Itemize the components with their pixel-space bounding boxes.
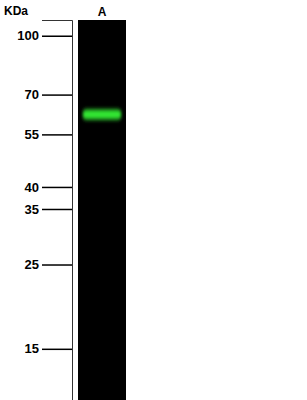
y-tick: 70 [25, 87, 72, 102]
y-tick-label: 100 [17, 28, 39, 43]
membrane-lane [78, 20, 126, 400]
y-tick-label: 55 [25, 127, 39, 142]
lane-axis: A [98, 5, 107, 19]
y-tick: 55 [25, 127, 72, 142]
y-tick: 35 [25, 202, 72, 217]
y-tick-line [42, 209, 72, 211]
y-tick-line [42, 134, 72, 136]
y-tick-line [42, 264, 72, 266]
band [83, 110, 122, 120]
y-tick-label: 15 [25, 341, 39, 356]
y-tick-line [42, 35, 72, 37]
lane-tick: A [98, 5, 107, 19]
blot-figure: 100 70 55 40 35 25 15 A KDa [0, 0, 307, 400]
y-tick-label: 25 [25, 257, 39, 272]
y-tick-label: 40 [25, 180, 39, 195]
y-tick: 40 [25, 180, 72, 195]
lane-label: A [98, 5, 107, 19]
y-tick: 100 [17, 28, 72, 43]
y-tick-line [42, 187, 72, 189]
y-tick-label: 70 [25, 87, 39, 102]
y-axis-line [42, 21, 73, 400]
y-tick-label: 35 [25, 202, 39, 217]
y-axis-label: KDa [4, 4, 28, 18]
y-tick: 25 [25, 257, 72, 272]
y-tick-line [42, 349, 72, 351]
y-axis: 100 70 55 40 35 25 15 [17, 21, 72, 400]
y-tick: 15 [25, 341, 72, 356]
y-tick-line [42, 94, 72, 96]
bands [83, 110, 122, 120]
